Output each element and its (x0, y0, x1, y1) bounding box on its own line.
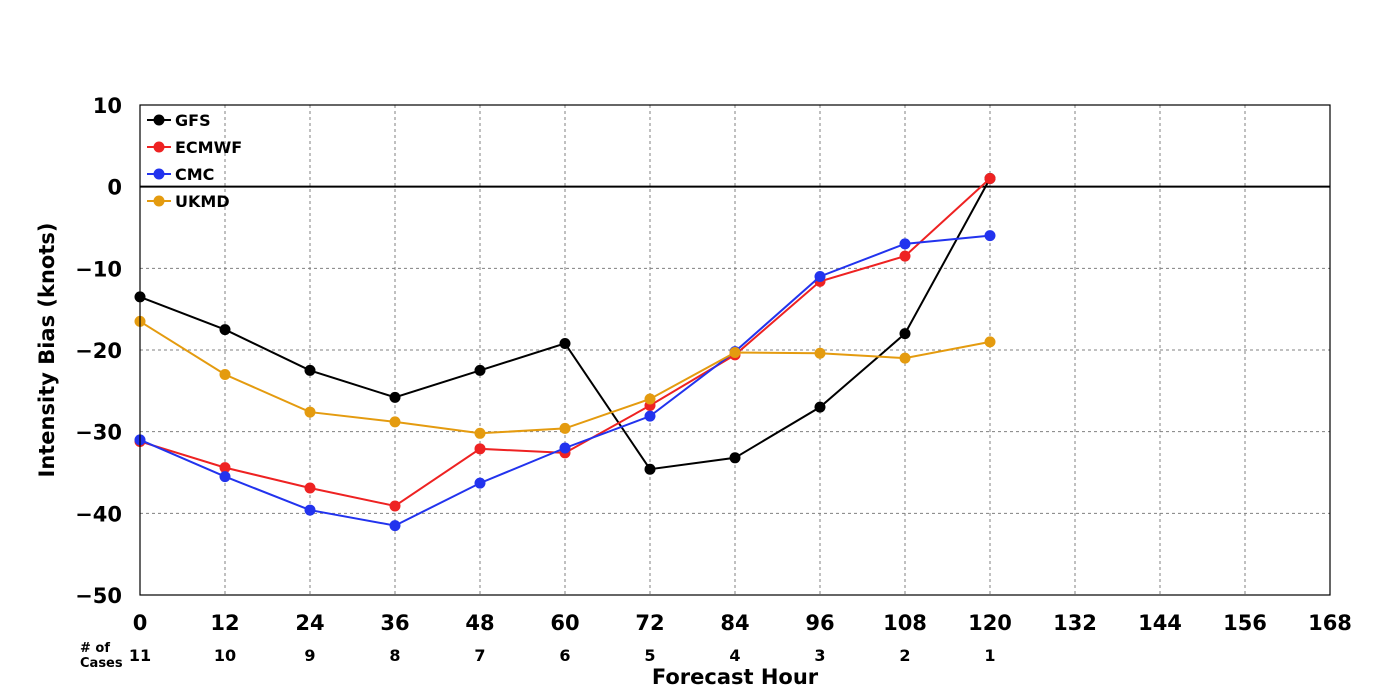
x-tick-label: 96 (805, 611, 834, 635)
y-tick-label: −50 (75, 584, 122, 608)
y-tick-label: −10 (75, 257, 122, 281)
x-tick-label: 24 (295, 611, 324, 635)
y-tick-label: −20 (75, 339, 122, 363)
x-tick-label: 168 (1308, 611, 1352, 635)
series-group (134, 173, 996, 532)
plot-frame (139, 104, 1331, 596)
data-point-cmc (899, 238, 911, 250)
cases-count: 2 (899, 646, 910, 665)
cases-count: 3 (814, 646, 825, 665)
x-tick-label: 36 (380, 611, 409, 635)
data-point-ukmd (984, 336, 996, 348)
y-tick-labels: 10 0 −10 −20 −30 −40 −50 (75, 94, 122, 608)
cases-label-line-1: # of (80, 641, 110, 656)
data-point-ecmwf (984, 173, 996, 184)
data-point-gfs (729, 452, 741, 464)
data-point-gfs (389, 391, 401, 403)
data-point-gfs (219, 324, 231, 336)
data-point-ukmd (559, 422, 571, 434)
data-point-cmc (984, 230, 996, 242)
x-tick-label: 0 (133, 611, 148, 635)
data-point-cmc (644, 410, 656, 422)
legend-label-gfs: GFS (175, 111, 211, 130)
x-tick-label: 108 (883, 611, 927, 635)
data-point-gfs (474, 364, 486, 376)
data-point-ecmwf (389, 500, 401, 512)
y-tick-label: −40 (75, 502, 122, 526)
data-point-ukmd (729, 346, 741, 358)
cases-count: 1 (984, 646, 995, 665)
data-point-cmc (559, 442, 571, 454)
data-point-ukmd (219, 369, 231, 380)
data-point-ukmd (474, 427, 486, 439)
x-tick-label: 48 (465, 611, 494, 635)
cases-count: 11 (129, 646, 151, 665)
x-tick-label: 144 (1138, 611, 1182, 635)
x-tick-labels: 0 12 24 36 48 60 72 84 96 108 120 132 144 156 168 (133, 611, 1352, 635)
cases-row: 11 10 9 8 7 6 5 4 3 2 1 (129, 646, 996, 665)
cases-count: 9 (304, 646, 315, 665)
legend: GFS ECMWF CMC UKMD (147, 111, 242, 211)
data-point-ukmd (304, 406, 316, 418)
data-point-gfs (899, 328, 911, 340)
y-tick-label: −30 (75, 421, 122, 445)
cases-count: 8 (389, 646, 400, 665)
legend-marker-cmc (153, 168, 165, 180)
data-point-cmc (389, 520, 401, 532)
x-tick-label: 84 (720, 611, 749, 635)
data-point-cmc (814, 271, 826, 282)
cases-count: 10 (214, 646, 236, 665)
data-point-ukmd (644, 393, 656, 405)
legend-marker-ukmd (153, 195, 165, 207)
x-axis-label: Forecast Hour (652, 665, 819, 689)
cases-count: 7 (474, 646, 485, 665)
legend-label-ukmd: UKMD (175, 192, 230, 211)
legend-marker-gfs (153, 114, 165, 126)
y-tick-label: 0 (107, 176, 122, 200)
y-axis-label: Intensity Bias (knots) (35, 223, 59, 478)
y-tick-label: 10 (93, 94, 122, 118)
data-point-gfs (814, 401, 826, 413)
cases-count: 6 (559, 646, 570, 665)
data-point-ecmwf (219, 462, 231, 474)
x-tick-label: 12 (210, 611, 239, 635)
cases-row-label: # of Cases (80, 641, 123, 671)
legend-marker-ecmwf (153, 141, 165, 153)
data-point-gfs (644, 463, 656, 475)
data-point-cmc (219, 471, 231, 483)
cases-count: 5 (644, 646, 655, 665)
data-point-cmc (474, 477, 486, 489)
data-point-gfs (559, 337, 571, 349)
data-point-ecmwf (899, 250, 911, 262)
data-point-cmc (304, 504, 316, 516)
data-point-ukmd (899, 352, 911, 364)
data-point-gfs (304, 364, 316, 376)
x-tick-label: 60 (550, 611, 579, 635)
data-point-ecmwf (304, 482, 316, 494)
grid-lines (140, 105, 1330, 595)
data-point-ukmd (389, 416, 401, 428)
x-tick-label: 72 (635, 611, 664, 635)
cases-label-line-2: Cases (80, 656, 123, 671)
data-point-ecmwf (474, 443, 486, 455)
legend-label-ecmwf: ECMWF (175, 138, 242, 157)
x-tick-label: 132 (1053, 611, 1097, 635)
legend-label-cmc: CMC (175, 165, 214, 184)
cases-count: 4 (729, 646, 740, 665)
x-tick-label: 120 (968, 611, 1012, 635)
x-tick-label: 156 (1223, 611, 1267, 635)
data-point-ukmd (814, 347, 826, 359)
